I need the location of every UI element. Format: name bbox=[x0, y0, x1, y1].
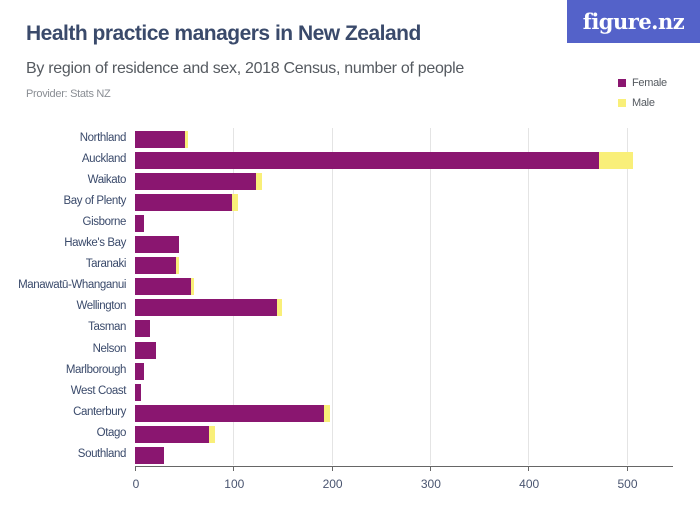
x-tick bbox=[429, 466, 431, 471]
category-label: Hawke's Bay bbox=[64, 237, 126, 250]
category-label: Manawatū-Whanganui bbox=[18, 279, 126, 292]
chart-title: Health practice managers in New Zealand bbox=[26, 22, 421, 45]
bar-segment-female[interactable] bbox=[135, 320, 150, 338]
category-label: Wellington bbox=[76, 300, 127, 313]
category-label: Tasman bbox=[88, 321, 126, 334]
bar-segment-female[interactable] bbox=[135, 299, 277, 317]
legend-item-male: Male bbox=[618, 93, 667, 113]
bar-segment-male[interactable] bbox=[323, 404, 330, 422]
category-label: Bay of Plenty bbox=[63, 195, 126, 208]
x-tick-label: 300 bbox=[420, 477, 441, 491]
bar-auckland[interactable] bbox=[135, 152, 634, 170]
bar-marlborough[interactable] bbox=[135, 362, 144, 380]
bar-segment-female[interactable] bbox=[135, 362, 144, 380]
bar-segment-male[interactable] bbox=[598, 152, 634, 170]
bar-segment-male[interactable] bbox=[255, 173, 262, 191]
x-tick bbox=[626, 466, 628, 471]
chart-subtitle: By region of residence and sex, 2018 Cen… bbox=[26, 60, 464, 77]
bar-tasman[interactable] bbox=[135, 320, 150, 338]
bar-waikato[interactable] bbox=[135, 173, 262, 191]
bar-segment-female[interactable] bbox=[135, 257, 177, 275]
legend-item-female: Female bbox=[618, 73, 667, 93]
category-label: Auckland bbox=[81, 153, 127, 166]
legend-swatch bbox=[618, 99, 626, 107]
gridline bbox=[331, 128, 333, 465]
category-label: West Coast bbox=[70, 384, 127, 397]
x-tick bbox=[528, 466, 530, 471]
bar-segment-male[interactable] bbox=[185, 131, 189, 148]
gridline bbox=[233, 128, 235, 465]
bar-wellington[interactable] bbox=[135, 299, 283, 317]
plot-area bbox=[135, 128, 673, 465]
bar-southland[interactable] bbox=[135, 446, 165, 464]
category-label: Northland bbox=[79, 132, 127, 144]
x-tick-label: 0 bbox=[132, 477, 140, 491]
category-label: Taranaki bbox=[85, 258, 127, 271]
bar-segment-female[interactable] bbox=[135, 194, 233, 212]
gridline bbox=[528, 128, 530, 465]
category-label: Waikato bbox=[87, 174, 127, 187]
bar-segment-female[interactable] bbox=[135, 341, 156, 359]
bar-segment-male[interactable] bbox=[191, 278, 194, 296]
bar-segment-female[interactable] bbox=[135, 425, 209, 443]
x-tick-label: 200 bbox=[322, 477, 343, 491]
bar-west-coast[interactable] bbox=[135, 383, 141, 401]
category-label: Canterbury bbox=[73, 405, 126, 418]
bar-segment-female[interactable] bbox=[135, 278, 192, 296]
gridline bbox=[626, 128, 628, 465]
bar-taranaki[interactable] bbox=[135, 257, 180, 275]
bar-segment-female[interactable] bbox=[135, 152, 599, 170]
x-axis-line bbox=[135, 466, 673, 467]
bar-segment-male[interactable] bbox=[276, 299, 283, 317]
bar-segment-female[interactable] bbox=[135, 236, 180, 254]
legend-swatch bbox=[618, 79, 626, 87]
gridline bbox=[429, 128, 431, 465]
x-tick bbox=[233, 466, 235, 471]
bar-segment-female[interactable] bbox=[135, 404, 324, 422]
x-tick-label: 500 bbox=[617, 477, 638, 491]
bar-segment-male[interactable] bbox=[232, 194, 239, 212]
category-label: Marlborough bbox=[65, 363, 127, 376]
category-label: Gisborne bbox=[82, 216, 127, 229]
bar-segment-female[interactable] bbox=[135, 131, 186, 148]
provider-credit: Provider: Stats NZ bbox=[26, 88, 111, 100]
x-tick bbox=[135, 466, 136, 471]
x-tick-label: 400 bbox=[519, 477, 540, 491]
bar-segment-female[interactable] bbox=[135, 173, 256, 191]
category-label: Otago bbox=[96, 426, 127, 439]
bar-northland[interactable] bbox=[135, 131, 189, 148]
bar-segment-female[interactable] bbox=[135, 383, 141, 401]
figure-nz-logo[interactable]: figure.nz bbox=[567, 0, 700, 43]
legend: Female Male bbox=[618, 73, 667, 113]
bar-segment-male[interactable] bbox=[208, 425, 215, 443]
bar-manawat-whanganui[interactable] bbox=[135, 278, 194, 296]
legend-label: Male bbox=[632, 97, 655, 109]
bar-segment-female[interactable] bbox=[135, 215, 144, 233]
bar-hawke-s-bay[interactable] bbox=[135, 236, 180, 254]
legend-label: Female bbox=[632, 77, 667, 89]
category-label: Southland bbox=[77, 447, 127, 460]
bar-gisborne[interactable] bbox=[135, 215, 144, 233]
bar-canterbury[interactable] bbox=[135, 404, 330, 422]
bar-segment-female[interactable] bbox=[135, 446, 165, 464]
bar-otago[interactable] bbox=[135, 425, 215, 443]
category-label: Nelson bbox=[92, 342, 127, 355]
x-tick bbox=[331, 466, 333, 471]
bar-bay-of-plenty[interactable] bbox=[135, 194, 239, 212]
bar-segment-male[interactable] bbox=[176, 257, 180, 275]
bar-nelson[interactable] bbox=[135, 341, 156, 359]
x-tick-label: 100 bbox=[224, 477, 245, 491]
